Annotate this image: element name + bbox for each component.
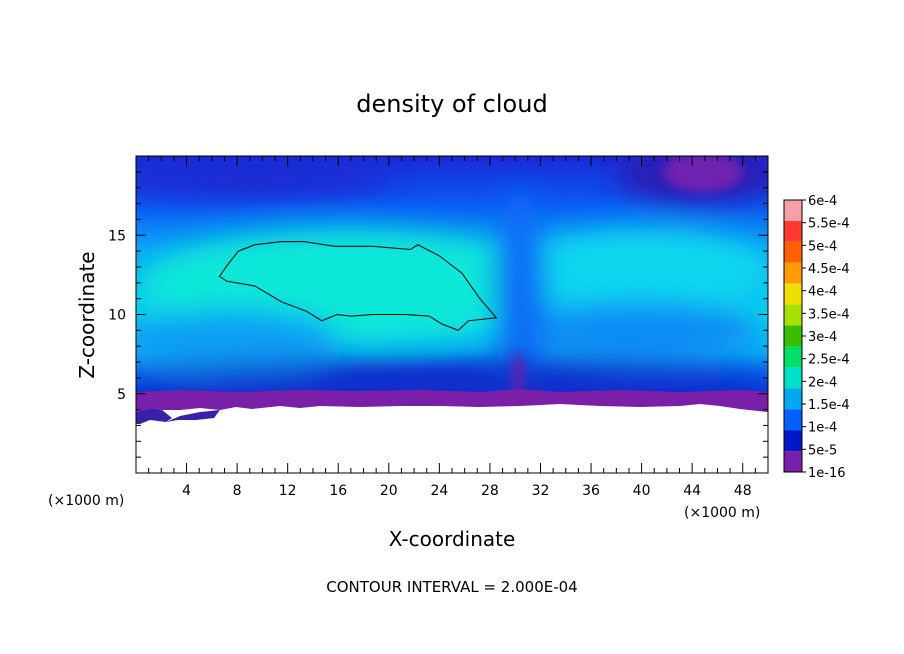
chart-title: density of cloud: [356, 90, 547, 118]
colorbar-swatch: [784, 220, 802, 242]
x-tick-label: 24: [430, 483, 448, 499]
colorbar-swatch: [784, 200, 802, 221]
x-tick-label: 44: [683, 483, 701, 499]
plot-area: [136, 156, 768, 473]
colorbar-label: 3.5e-4: [808, 307, 850, 322]
y-axis: 5 10 15: [108, 171, 768, 458]
colorbar-label: 5.5e-4: [808, 217, 850, 232]
colorbar-label: 2e-4: [808, 375, 837, 390]
colorbar-label: 1e-4: [808, 421, 837, 436]
x-tick-label: 28: [481, 483, 499, 499]
x-tick-label: 48: [734, 483, 752, 499]
x-axis: 4 8 12 16 20 24 28 32 36 40 44 48: [148, 156, 756, 499]
y-tick-label: 15: [108, 228, 126, 244]
colorbar-label: 3e-4: [808, 330, 837, 345]
colorbar-swatch: [784, 451, 802, 472]
colorbar-label: 5e-4: [808, 239, 837, 254]
colorbar-label: 4e-4: [808, 285, 837, 300]
x-unit-label-left: (×1000 m): [48, 493, 124, 509]
colorbar-swatch: [784, 346, 802, 368]
y-tick-label: 5: [117, 387, 126, 403]
colorbar-label: 6e-4: [808, 194, 837, 209]
colorbar-swatch: [784, 367, 802, 389]
colorbar-label: 4.5e-4: [808, 262, 850, 277]
colorbar-swatch: [784, 388, 802, 410]
x-tick-label: 40: [633, 483, 651, 499]
y-tick-label: 10: [108, 308, 126, 324]
colorbar-label: 2.5e-4: [808, 353, 850, 368]
colorbar-label: 1.5e-4: [808, 398, 850, 413]
colorbar-swatch: [784, 241, 802, 263]
x-tick-label: 4: [182, 483, 191, 499]
colorbar-swatch: [784, 409, 802, 431]
contour-line: [218, 241, 498, 331]
x-tick-label: 8: [233, 483, 242, 499]
colorbar-swatch: [784, 325, 802, 347]
colorbar-label: 1e-16: [808, 466, 846, 481]
x-tick-label: 12: [279, 483, 297, 499]
x-unit-label-right: (×1000 m): [684, 505, 760, 521]
colorbar-swatch: [784, 262, 802, 284]
x-tick-label: 16: [329, 483, 347, 499]
y-axis-label: Z-coordinate: [75, 251, 99, 378]
clear-air-region: [136, 404, 768, 473]
colorbar-label: 5e-5: [808, 443, 837, 458]
contour-interval-note: CONTOUR INTERVAL = 2.000E-04: [326, 578, 577, 596]
x-tick-label: 36: [582, 483, 600, 499]
colorbar-swatch: [784, 304, 802, 326]
colorbar: 6e-4 5.5e-4 5e-4 4.5e-4 4e-4 3.5e-4 3e-4 2.5e-4…: [783, 194, 850, 481]
x-axis-label: X-coordinate: [389, 527, 516, 551]
x-tick-label: 32: [532, 483, 550, 499]
colorbar-swatch: [784, 283, 802, 305]
x-tick-label: 20: [380, 483, 398, 499]
colorbar-swatch: [784, 430, 802, 452]
